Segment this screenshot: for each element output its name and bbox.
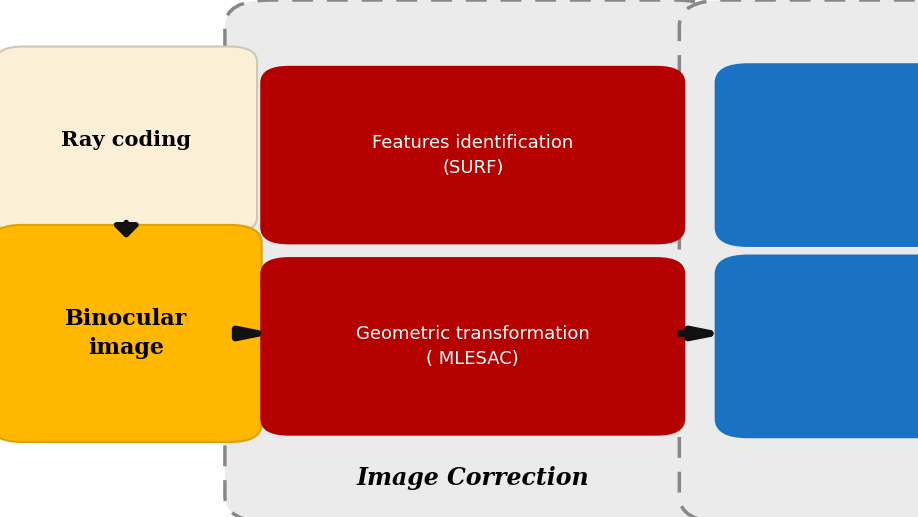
Text: Binocular
image: Binocular image bbox=[65, 308, 187, 359]
Text: Geometric transformation
( MLESAC): Geometric transformation ( MLESAC) bbox=[356, 325, 589, 368]
FancyBboxPatch shape bbox=[262, 258, 684, 434]
FancyBboxPatch shape bbox=[716, 256, 918, 437]
FancyBboxPatch shape bbox=[225, 0, 721, 517]
FancyBboxPatch shape bbox=[679, 0, 918, 517]
Text: Ray coding: Ray coding bbox=[62, 130, 191, 149]
Text: Image Correction: Image Correction bbox=[356, 466, 589, 490]
Text: Features identification
(SURF): Features identification (SURF) bbox=[372, 133, 574, 177]
FancyBboxPatch shape bbox=[716, 65, 918, 246]
FancyBboxPatch shape bbox=[262, 67, 684, 243]
FancyBboxPatch shape bbox=[0, 225, 262, 442]
FancyBboxPatch shape bbox=[0, 47, 257, 233]
